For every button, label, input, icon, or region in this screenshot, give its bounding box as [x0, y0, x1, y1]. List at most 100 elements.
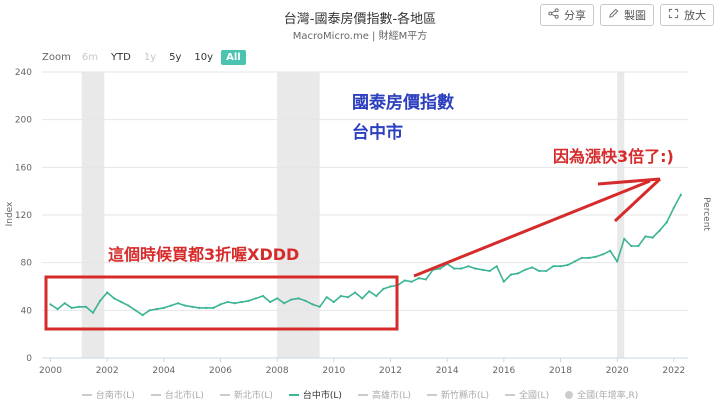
data-point [616, 260, 619, 263]
x-tick-label: 2002 [96, 366, 119, 376]
y-tick-label: 0 [26, 354, 32, 364]
data-point [339, 294, 342, 298]
x-tick-label: 2000 [39, 366, 62, 376]
data-point [424, 278, 427, 281]
data-point [176, 302, 180, 305]
data-point [134, 309, 137, 312]
annotation-note-right: 因為漲快3倍了:) [553, 147, 674, 166]
data-point [460, 267, 463, 270]
data-point [382, 287, 385, 290]
chart-subtitle: MacroMicro.me | 財經M平方 [292, 31, 428, 42]
y-tick-label: 200 [15, 116, 32, 126]
x-tick-label: 2022 [662, 366, 685, 376]
annotation-note-left: 這個時候買都3折喔XDDD [108, 245, 299, 264]
legend-label: 全國(年增率,R) [577, 391, 639, 401]
data-point [346, 296, 350, 299]
legend-item[interactable]: 新北市(L) [219, 388, 273, 401]
data-point [247, 299, 250, 302]
data-point [205, 306, 208, 309]
share-label: 分享 [564, 9, 586, 22]
y-axis-ticks: 0 40 80 120 160 200 240 [15, 68, 32, 364]
data-point [495, 265, 498, 268]
zoom-1y-button[interactable]: 1y [143, 52, 157, 63]
data-point [70, 306, 73, 309]
x-tick-label: 2012 [379, 366, 402, 376]
legend-item[interactable]: 高雄市(L) [357, 388, 411, 401]
data-point [261, 294, 265, 298]
x-tick-label: 2008 [266, 366, 289, 376]
data-point [283, 302, 286, 305]
data-point [354, 291, 357, 294]
data-point [679, 193, 683, 196]
data-point [417, 277, 420, 280]
x-tick-label: 2006 [209, 366, 232, 376]
legend-swatch [219, 393, 230, 396]
y-tick-label: 160 [15, 163, 32, 173]
zoom-5y-button[interactable]: 5y [169, 52, 182, 63]
zoom-6m-button[interactable]: 6m [81, 52, 98, 63]
data-point [375, 294, 378, 298]
data-point [623, 237, 626, 240]
annotation-arrow-head-bottom [613, 177, 662, 223]
x-tick-label: 2016 [492, 366, 515, 376]
legend-item[interactable]: 全國(年增率,R) [565, 388, 638, 401]
zoom-all-button[interactable]: All [221, 50, 246, 65]
x-tick-label: 2004 [152, 366, 175, 376]
legend-item[interactable]: 新竹縣市(L) [427, 388, 489, 401]
toolbar: 分享 製圖 放大 [540, 4, 714, 26]
data-point [531, 266, 534, 269]
y-axis-label: Index [5, 201, 15, 226]
expand-icon [668, 8, 679, 22]
data-point [644, 235, 647, 238]
data-point [311, 303, 314, 306]
legend-label: 高雄市(L) [371, 391, 411, 401]
zoom-selector: Zoom 6m YTD 1y 5y 10y All [42, 50, 249, 65]
data-point [672, 206, 675, 209]
data-point [601, 253, 605, 256]
data-point [410, 280, 413, 283]
data-point [580, 256, 583, 259]
data-point [559, 265, 562, 268]
data-point [297, 297, 300, 300]
legend-label: 台南市(L) [95, 391, 135, 401]
make-chart-label: 製圖 [624, 9, 646, 22]
enlarge-label: 放大 [684, 9, 706, 22]
annotation-arrow-long [413, 179, 651, 278]
data-point [49, 303, 52, 306]
enlarge-button[interactable]: 放大 [660, 4, 714, 26]
legend-item[interactable]: 台南市(L) [81, 388, 135, 401]
data-point [99, 299, 102, 302]
x-axis-ticks: 2000 2002 2004 2006 2008 2010 2012 2014 2016 2018… [39, 358, 685, 376]
data-point [474, 267, 477, 270]
data-point [325, 296, 328, 299]
data-point [630, 244, 633, 248]
annotation-title-line2: 台中市 [352, 122, 403, 143]
data-point [219, 303, 222, 306]
series-line [50, 194, 682, 316]
legend-item[interactable]: 台北市(L) [150, 388, 204, 401]
legend: 台南市(L) 台北市(L) 新北市(L) 台中市(L) 高雄市(L) 新竹縣市(L) 全國(… [0, 388, 720, 401]
data-point [332, 300, 335, 304]
legend-swatch [565, 390, 574, 399]
data-point [361, 297, 364, 300]
data-point [651, 236, 654, 239]
zoom-10y-button[interactable]: 10y [194, 52, 214, 63]
zoom-ytd-button[interactable]: YTD [110, 52, 131, 63]
legend-item[interactable]: 台中市(L) [288, 388, 342, 401]
legend-swatch [505, 393, 516, 396]
data-point [453, 267, 456, 270]
data-point [368, 290, 371, 293]
legend-label: 台中市(L) [302, 391, 342, 401]
annotation-title-line1: 國泰房價指數 [352, 92, 454, 113]
share-button[interactable]: 分享 [540, 4, 594, 26]
make-chart-button[interactable]: 製圖 [600, 4, 654, 26]
data-point [552, 265, 555, 268]
x-tick-label: 2010 [322, 366, 345, 376]
data-point [467, 265, 470, 268]
data-point [91, 311, 95, 314]
legend-item[interactable]: 全國(L) [505, 388, 549, 401]
y-tick-label: 80 [21, 259, 33, 269]
pencil-icon [608, 8, 619, 22]
data-point [155, 308, 158, 311]
